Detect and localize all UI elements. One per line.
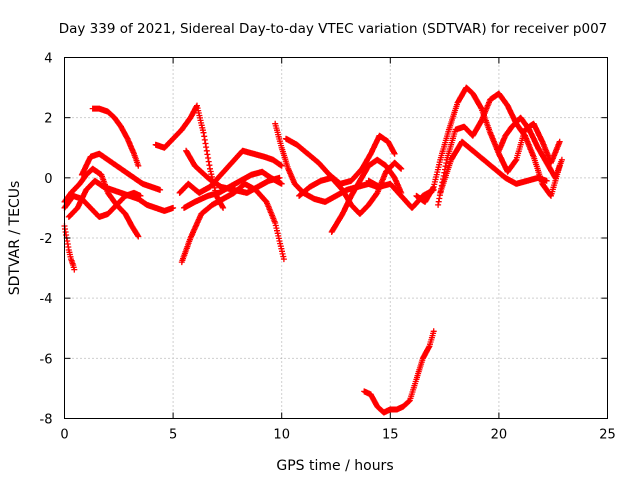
plus-markers xyxy=(495,114,565,181)
series-arc-19 xyxy=(435,90,563,208)
series-arc-1 xyxy=(61,223,78,273)
y-tick-label: 2 xyxy=(44,112,52,127)
grid xyxy=(64,57,608,419)
x-axis-label: GPS time / hours xyxy=(276,458,393,474)
series-arc-9 xyxy=(178,180,287,266)
series-arc-17 xyxy=(361,328,437,416)
x-tick-labels: 0 5 10 15 20 25 xyxy=(60,428,615,443)
series-arc-15 xyxy=(328,156,405,235)
plus-markers xyxy=(435,90,563,208)
y-axis-label: SDTVAR / TECUs xyxy=(7,181,23,296)
series-arc-11 xyxy=(183,147,283,196)
plus-markers xyxy=(61,223,78,273)
plus-markers xyxy=(78,150,164,193)
series-arc-4 xyxy=(78,150,164,193)
plus-markers xyxy=(89,105,142,169)
x-tick-label: 20 xyxy=(491,428,508,443)
series-arc-5 xyxy=(89,105,142,169)
plot-frame xyxy=(64,57,608,419)
y-tick-label: -8 xyxy=(40,413,53,428)
y-tick-label: -2 xyxy=(40,232,53,247)
x-tick-label: 10 xyxy=(273,428,290,443)
axis-ticks xyxy=(64,57,608,419)
series-arc-20 xyxy=(437,138,550,196)
y-tick-label: 0 xyxy=(44,172,52,187)
plus-markers xyxy=(328,156,405,235)
y-tick-label: -4 xyxy=(40,292,53,307)
series-arc-21 xyxy=(495,114,565,181)
x-tick-label: 5 xyxy=(169,428,177,443)
x-tick-label: 0 xyxy=(60,428,68,443)
y-tick-label: 4 xyxy=(44,52,52,67)
plus-markers xyxy=(437,138,550,196)
data-marks xyxy=(61,84,565,416)
plus-markers xyxy=(183,147,283,196)
plus-markers xyxy=(178,180,287,266)
plus-markers xyxy=(361,328,437,416)
y-tick-labels: -8 -6 -4 -2 0 2 4 xyxy=(40,52,53,428)
x-tick-label: 15 xyxy=(382,428,399,443)
x-tick-label: 25 xyxy=(599,428,616,443)
chart-title: Day 339 of 2021, Sidereal Day-to-day VTE… xyxy=(59,21,608,37)
y-tick-label: -6 xyxy=(40,352,53,367)
